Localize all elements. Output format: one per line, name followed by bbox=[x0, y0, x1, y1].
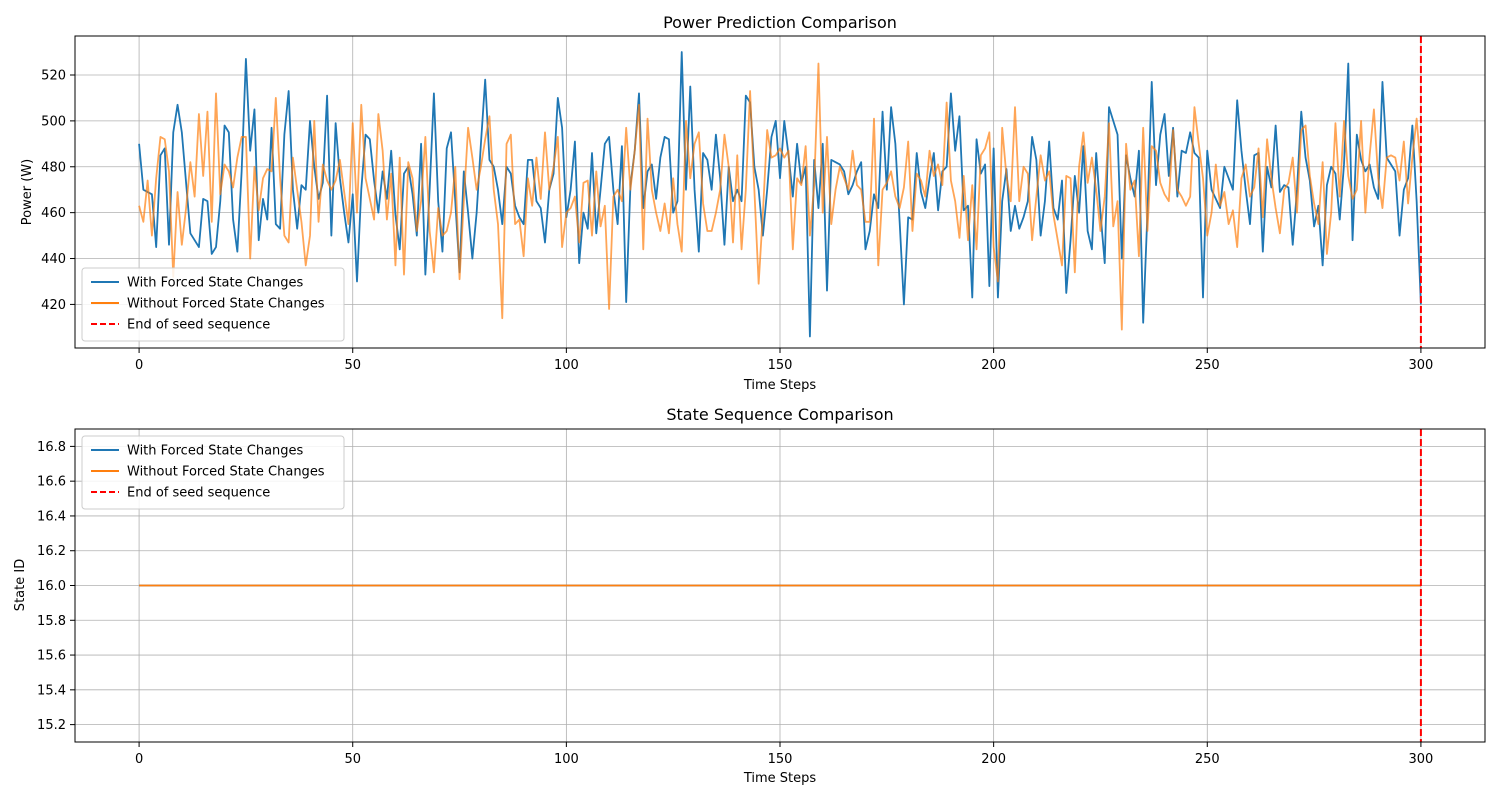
y-tick-label: 460 bbox=[41, 206, 66, 221]
legend: With Forced State Changes Without Forced … bbox=[81, 267, 345, 342]
y-axis-label: State ID bbox=[13, 559, 28, 611]
x-axis-label: Time Steps bbox=[743, 771, 817, 786]
x-tick-label: 100 bbox=[554, 358, 579, 373]
ticks: 0 50 100 150 200 250 300 15.2 15.4 15.6 15.8 16.0 16… bbox=[37, 440, 1433, 767]
x-tick-label: 300 bbox=[1408, 752, 1433, 767]
y-tick-label: 16.0 bbox=[37, 579, 66, 594]
y-tick-label: 16.4 bbox=[37, 509, 66, 524]
ticks: 0 50 100 150 200 250 300 420 440 460 480 500 520 bbox=[41, 69, 1433, 374]
x-tick-label: 150 bbox=[768, 752, 793, 767]
series-line-without-forced-state-changes bbox=[138, 62, 1422, 331]
legend-label: End of seed sequence bbox=[127, 318, 270, 333]
power-prediction-panel: Power Prediction Comparison Time Steps P… bbox=[20, 13, 1486, 393]
x-tick-label: 250 bbox=[1195, 752, 1220, 767]
y-tick-label: 16.6 bbox=[37, 475, 66, 490]
plot-area bbox=[139, 429, 1422, 742]
x-tick-label: 250 bbox=[1195, 358, 1220, 373]
y-tick-label: 15.2 bbox=[37, 718, 66, 733]
x-tick-label: 300 bbox=[1408, 358, 1433, 373]
legend-label: With Forced State Changes bbox=[127, 444, 304, 459]
x-tick-label: 100 bbox=[554, 752, 579, 767]
axes-frame bbox=[74, 35, 1486, 349]
state-sequence-panel: State Sequence Comparison Time Steps Sta… bbox=[13, 405, 1486, 786]
legend-box bbox=[81, 267, 345, 342]
y-tick-label: 440 bbox=[41, 252, 66, 267]
x-axis-label: Time Steps bbox=[743, 378, 817, 393]
x-tick-label: 200 bbox=[981, 752, 1006, 767]
y-tick-label: 500 bbox=[41, 114, 66, 129]
plot-area bbox=[138, 36, 1422, 348]
x-tick-label: 0 bbox=[135, 752, 143, 767]
y-tick-label: 420 bbox=[41, 298, 66, 313]
y-tick-label: 15.6 bbox=[37, 649, 66, 664]
panel-title: Power Prediction Comparison bbox=[663, 13, 897, 32]
x-tick-label: 150 bbox=[768, 358, 793, 373]
legend-label: With Forced State Changes bbox=[127, 276, 304, 291]
y-tick-label: 16.2 bbox=[37, 544, 66, 559]
x-tick-label: 50 bbox=[344, 752, 361, 767]
legend: With Forced State Changes Without Forced … bbox=[81, 435, 345, 510]
legend-label: End of seed sequence bbox=[127, 486, 270, 501]
legend-label: Without Forced State Changes bbox=[127, 465, 325, 480]
y-tick-label: 480 bbox=[41, 160, 66, 175]
axes-frame bbox=[74, 428, 1486, 743]
x-tick-label: 50 bbox=[344, 358, 361, 373]
y-tick-label: 15.4 bbox=[37, 683, 66, 698]
legend-box bbox=[81, 435, 345, 510]
panel-title: State Sequence Comparison bbox=[666, 405, 893, 424]
y-tick-label: 520 bbox=[41, 69, 66, 84]
y-tick-label: 15.8 bbox=[37, 614, 66, 629]
legend-label: Without Forced State Changes bbox=[127, 297, 325, 312]
x-tick-label: 0 bbox=[135, 358, 143, 373]
y-axis-label: Power (W) bbox=[20, 159, 35, 225]
series-line-with-forced-state-changes bbox=[138, 51, 1422, 338]
x-tick-label: 200 bbox=[981, 358, 1006, 373]
y-tick-label: 16.8 bbox=[37, 440, 66, 455]
